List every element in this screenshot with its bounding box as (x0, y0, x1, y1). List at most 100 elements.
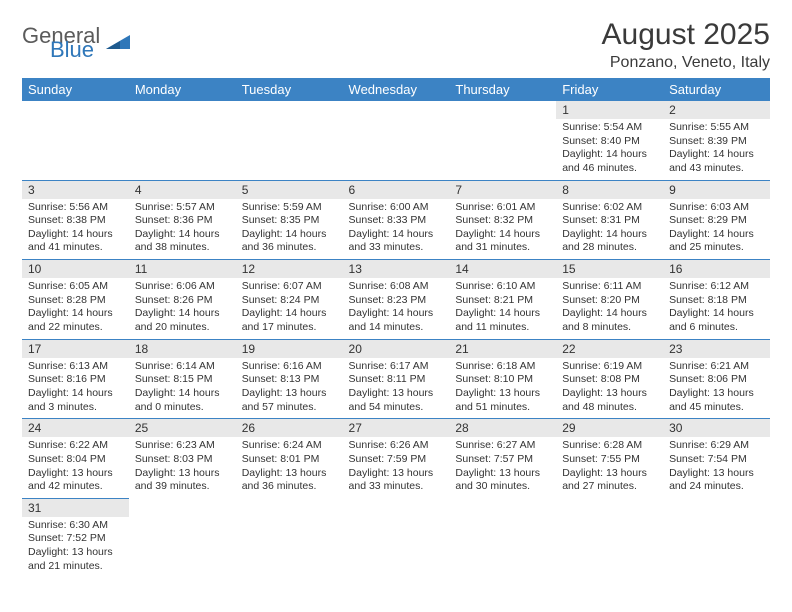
col-monday: Monday (129, 78, 236, 101)
calendar-cell: 12Sunrise: 6:07 AMSunset: 8:24 PMDayligh… (236, 260, 343, 340)
day-number: 7 (449, 181, 556, 199)
calendar-cell: 17Sunrise: 6:13 AMSunset: 8:16 PMDayligh… (22, 339, 129, 419)
sunrise-text: Sunrise: 5:54 AM (562, 121, 657, 135)
sunrise-text: Sunrise: 6:06 AM (135, 280, 230, 294)
calendar-cell: 10Sunrise: 6:05 AMSunset: 8:28 PMDayligh… (22, 260, 129, 340)
day-body: Sunrise: 6:17 AMSunset: 8:11 PMDaylight:… (343, 358, 450, 419)
sunset-text: Sunset: 7:54 PM (669, 453, 764, 467)
logo-text: General Blue (22, 26, 100, 60)
sunset-text: Sunset: 7:52 PM (28, 532, 123, 546)
day-number: 14 (449, 260, 556, 278)
day-body: Sunrise: 6:05 AMSunset: 8:28 PMDaylight:… (22, 278, 129, 339)
calendar-cell: 9Sunrise: 6:03 AMSunset: 8:29 PMDaylight… (663, 180, 770, 260)
calendar-cell (449, 101, 556, 180)
sunrise-text: Sunrise: 6:00 AM (349, 201, 444, 215)
day-number: 9 (663, 181, 770, 199)
col-wednesday: Wednesday (343, 78, 450, 101)
daylight-text: Daylight: 14 hours and 20 minutes. (135, 307, 230, 334)
calendar-cell (343, 101, 450, 180)
calendar-cell: 13Sunrise: 6:08 AMSunset: 8:23 PMDayligh… (343, 260, 450, 340)
calendar-cell: 19Sunrise: 6:16 AMSunset: 8:13 PMDayligh… (236, 339, 343, 419)
calendar-cell: 2Sunrise: 5:55 AMSunset: 8:39 PMDaylight… (663, 101, 770, 180)
calendar-cell (343, 498, 450, 577)
calendar-cell: 31Sunrise: 6:30 AMSunset: 7:52 PMDayligh… (22, 498, 129, 577)
daylight-text: Daylight: 13 hours and 54 minutes. (349, 387, 444, 414)
flag-icon (106, 31, 132, 56)
daylight-text: Daylight: 13 hours and 48 minutes. (562, 387, 657, 414)
sunset-text: Sunset: 8:36 PM (135, 214, 230, 228)
calendar-cell (449, 498, 556, 577)
day-number: 5 (236, 181, 343, 199)
day-body: Sunrise: 6:29 AMSunset: 7:54 PMDaylight:… (663, 437, 770, 498)
day-body: Sunrise: 5:55 AMSunset: 8:39 PMDaylight:… (663, 119, 770, 180)
daylight-text: Daylight: 13 hours and 39 minutes. (135, 467, 230, 494)
sunrise-text: Sunrise: 6:28 AM (562, 439, 657, 453)
col-saturday: Saturday (663, 78, 770, 101)
day-body: Sunrise: 6:16 AMSunset: 8:13 PMDaylight:… (236, 358, 343, 419)
sunrise-text: Sunrise: 6:12 AM (669, 280, 764, 294)
page-header: General Blue August 2025 Ponzano, Veneto… (22, 18, 770, 72)
day-number: 28 (449, 419, 556, 437)
sunrise-text: Sunrise: 6:10 AM (455, 280, 550, 294)
daylight-text: Daylight: 14 hours and 28 minutes. (562, 228, 657, 255)
day-number: 20 (343, 340, 450, 358)
daylight-text: Daylight: 14 hours and 3 minutes. (28, 387, 123, 414)
sunset-text: Sunset: 8:10 PM (455, 373, 550, 387)
day-body: Sunrise: 6:01 AMSunset: 8:32 PMDaylight:… (449, 199, 556, 260)
sunset-text: Sunset: 7:55 PM (562, 453, 657, 467)
daylight-text: Daylight: 14 hours and 11 minutes. (455, 307, 550, 334)
sunrise-text: Sunrise: 5:56 AM (28, 201, 123, 215)
col-sunday: Sunday (22, 78, 129, 101)
calendar-row: 17Sunrise: 6:13 AMSunset: 8:16 PMDayligh… (22, 339, 770, 419)
calendar-cell: 18Sunrise: 6:14 AMSunset: 8:15 PMDayligh… (129, 339, 236, 419)
sunset-text: Sunset: 8:33 PM (349, 214, 444, 228)
sunset-text: Sunset: 8:11 PM (349, 373, 444, 387)
day-body: Sunrise: 6:10 AMSunset: 8:21 PMDaylight:… (449, 278, 556, 339)
sunset-text: Sunset: 7:57 PM (455, 453, 550, 467)
sunset-text: Sunset: 8:21 PM (455, 294, 550, 308)
day-body: Sunrise: 6:24 AMSunset: 8:01 PMDaylight:… (236, 437, 343, 498)
sunset-text: Sunset: 8:39 PM (669, 135, 764, 149)
day-body: Sunrise: 6:18 AMSunset: 8:10 PMDaylight:… (449, 358, 556, 419)
calendar-row: 3Sunrise: 5:56 AMSunset: 8:38 PMDaylight… (22, 180, 770, 260)
day-number: 8 (556, 181, 663, 199)
sunrise-text: Sunrise: 6:11 AM (562, 280, 657, 294)
calendar-cell: 29Sunrise: 6:28 AMSunset: 7:55 PMDayligh… (556, 419, 663, 499)
calendar-cell (663, 498, 770, 577)
calendar-cell: 14Sunrise: 6:10 AMSunset: 8:21 PMDayligh… (449, 260, 556, 340)
sunrise-text: Sunrise: 6:18 AM (455, 360, 550, 374)
sunset-text: Sunset: 8:08 PM (562, 373, 657, 387)
sunset-text: Sunset: 8:29 PM (669, 214, 764, 228)
sunset-text: Sunset: 7:59 PM (349, 453, 444, 467)
sunrise-text: Sunrise: 5:59 AM (242, 201, 337, 215)
day-body: Sunrise: 6:22 AMSunset: 8:04 PMDaylight:… (22, 437, 129, 498)
daylight-text: Daylight: 14 hours and 17 minutes. (242, 307, 337, 334)
daylight-text: Daylight: 14 hours and 36 minutes. (242, 228, 337, 255)
calendar-cell: 6Sunrise: 6:00 AMSunset: 8:33 PMDaylight… (343, 180, 450, 260)
sunset-text: Sunset: 8:15 PM (135, 373, 230, 387)
sunset-text: Sunset: 8:03 PM (135, 453, 230, 467)
day-number: 1 (556, 101, 663, 119)
logo-word2: Blue (50, 40, 100, 60)
day-body: Sunrise: 6:30 AMSunset: 7:52 PMDaylight:… (22, 517, 129, 578)
day-number: 16 (663, 260, 770, 278)
calendar-cell (236, 101, 343, 180)
daylight-text: Daylight: 13 hours and 36 minutes. (242, 467, 337, 494)
sunset-text: Sunset: 8:32 PM (455, 214, 550, 228)
calendar-cell: 8Sunrise: 6:02 AMSunset: 8:31 PMDaylight… (556, 180, 663, 260)
location-label: Ponzano, Veneto, Italy (602, 54, 770, 72)
daylight-text: Daylight: 14 hours and 41 minutes. (28, 228, 123, 255)
sunrise-text: Sunrise: 6:24 AM (242, 439, 337, 453)
calendar-row: 31Sunrise: 6:30 AMSunset: 7:52 PMDayligh… (22, 498, 770, 577)
calendar-cell: 22Sunrise: 6:19 AMSunset: 8:08 PMDayligh… (556, 339, 663, 419)
day-number: 23 (663, 340, 770, 358)
day-body: Sunrise: 6:13 AMSunset: 8:16 PMDaylight:… (22, 358, 129, 419)
day-body: Sunrise: 6:19 AMSunset: 8:08 PMDaylight:… (556, 358, 663, 419)
daylight-text: Daylight: 13 hours and 24 minutes. (669, 467, 764, 494)
sunrise-text: Sunrise: 6:30 AM (28, 519, 123, 533)
daylight-text: Daylight: 13 hours and 21 minutes. (28, 546, 123, 573)
daylight-text: Daylight: 13 hours and 51 minutes. (455, 387, 550, 414)
calendar-cell (129, 101, 236, 180)
daylight-text: Daylight: 14 hours and 14 minutes. (349, 307, 444, 334)
day-body: Sunrise: 6:06 AMSunset: 8:26 PMDaylight:… (129, 278, 236, 339)
